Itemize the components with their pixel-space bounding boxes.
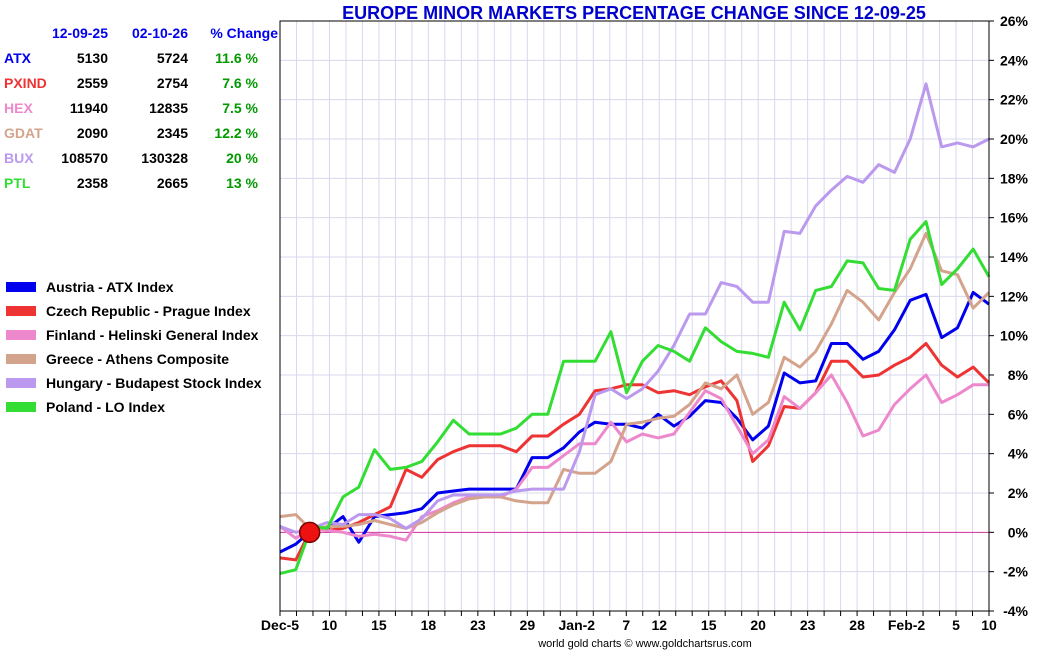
- table-end-value: 130328: [141, 150, 188, 166]
- plot-frame: [279, 20, 990, 612]
- summary-table: 12-09-25 02-10-26 % Change ATX 5130 5724 11…: [4, 25, 278, 191]
- x-axis: Dec-5 10 15 18 23 29 Jan-2 7 12 15 20 23 28 Feb-2 5 10: [261, 611, 997, 633]
- table-start-value: 2090: [77, 125, 108, 141]
- y-tick-label: 18%: [1000, 170, 1029, 186]
- x-tick-label: 7: [622, 617, 630, 633]
- y-tick-label: 6%: [1008, 406, 1029, 422]
- x-tick-label: 29: [520, 617, 536, 633]
- x-tick-label: 23: [800, 617, 816, 633]
- legend-swatch: [6, 330, 36, 340]
- chart-title: EUROPE MINOR MARKETS PERCENTAGE CHANGE S…: [342, 3, 926, 23]
- y-axis: -4% -2% 0% 2% 4% 6% 8% 10% 12% 14% 16% 18% 20% 22% 24%…: [989, 13, 1029, 619]
- table-code: HEX: [4, 100, 33, 116]
- x-tick-label: 23: [470, 617, 486, 633]
- table-header-end: 02-10-26: [132, 25, 188, 41]
- legend-swatch: [6, 306, 36, 316]
- table-row: GDAT 2090 2345 12.2 %: [4, 125, 259, 141]
- y-tick-label: 0%: [1008, 524, 1029, 540]
- table-start-value: 2559: [77, 75, 108, 91]
- table-pct-change: 13 %: [226, 175, 258, 191]
- y-tick-label: 2%: [1008, 485, 1029, 501]
- legend-item: Greece - Athens Composite: [6, 351, 229, 367]
- series-line-4: [279, 82, 990, 534]
- table-start-value: 2358: [77, 175, 108, 191]
- y-tick-label: 24%: [1000, 52, 1029, 68]
- series-line-1: [279, 342, 991, 562]
- table-code: ATX: [4, 50, 32, 66]
- x-tick-label: 15: [371, 617, 387, 633]
- table-pct-change: 11.6 %: [215, 50, 258, 66]
- legend-label: Hungary - Budapest Stock Index: [46, 375, 262, 391]
- legend-item: Hungary - Budapest Stock Index: [6, 375, 262, 391]
- y-tick-label: 16%: [1000, 210, 1029, 226]
- legend-label: Czech Republic - Prague Index: [46, 303, 251, 319]
- legend-label: Finland - Helinski General Index: [46, 327, 259, 343]
- y-tick-label: 14%: [1000, 249, 1029, 265]
- x-tick-label: Feb-2: [888, 617, 926, 633]
- table-pct-change: 12.2 %: [214, 125, 258, 141]
- table-row: HEX 11940 12835 7.5 %: [4, 100, 259, 116]
- x-tick-label: 28: [849, 617, 865, 633]
- series-lines: [279, 82, 991, 576]
- table-end-value: 5724: [157, 50, 188, 66]
- y-tick-label: 12%: [1000, 288, 1029, 304]
- series-line-5: [279, 220, 991, 576]
- table-code: PXIND: [4, 75, 47, 91]
- y-tick-label: -4%: [1003, 603, 1028, 619]
- table-row: PXIND 2559 2754 7.6 %: [4, 75, 259, 91]
- y-tick-label: 26%: [1000, 13, 1029, 29]
- table-code: BUX: [4, 150, 34, 166]
- legend-item: Finland - Helinski General Index: [6, 327, 259, 343]
- y-tick-label: 22%: [1000, 92, 1029, 108]
- y-tick-label: -2%: [1003, 564, 1028, 580]
- table-end-value: 2345: [157, 125, 188, 141]
- legend-item: Poland - LO Index: [6, 399, 165, 415]
- legend-swatch: [6, 354, 36, 364]
- table-end-value: 2754: [157, 75, 188, 91]
- x-tick-label: 15: [701, 617, 717, 633]
- legend-swatch: [6, 402, 36, 412]
- x-tick-label: 10: [322, 617, 338, 633]
- y-tick-label: 10%: [1000, 328, 1029, 344]
- table-header-start: 12-09-25: [52, 25, 108, 41]
- table-row: ATX 5130 5724 11.6 %: [4, 50, 259, 66]
- y-tick-label: 4%: [1008, 446, 1029, 462]
- x-tick-label: 12: [651, 617, 667, 633]
- table-start-value: 108570: [61, 150, 108, 166]
- x-tick-label: 20: [750, 617, 766, 633]
- x-tick-label: Dec-5: [261, 617, 299, 633]
- credit-text: world gold charts © www.goldchartsrus.co…: [537, 638, 752, 650]
- legend-item: Czech Republic - Prague Index: [6, 303, 251, 319]
- table-pct-change: 7.6 %: [222, 75, 258, 91]
- start-point-marker: [298, 521, 321, 544]
- table-start-value: 5130: [77, 50, 108, 66]
- table-code: GDAT: [4, 125, 43, 141]
- table-header-change: % Change: [210, 25, 278, 41]
- legend-label: Poland - LO Index: [46, 399, 165, 415]
- table-end-value: 2665: [157, 175, 188, 191]
- table-row: PTL 2358 2665 13 %: [4, 175, 259, 191]
- table-row: BUX 108570 130328 20 %: [4, 150, 259, 166]
- table-code: PTL: [4, 175, 31, 191]
- table-pct-change: 7.5 %: [222, 100, 258, 116]
- table-pct-change: 20 %: [226, 150, 258, 166]
- y-tick-label: 20%: [1000, 131, 1029, 147]
- y-tick-label: 8%: [1008, 367, 1029, 383]
- series-line-3: [279, 231, 991, 532]
- series-line-0: [279, 290, 990, 554]
- legend-label: Greece - Athens Composite: [46, 351, 229, 367]
- legend-item: Austria - ATX Index: [6, 279, 174, 295]
- x-tick-label: 18: [421, 617, 437, 633]
- table-start-value: 11940: [70, 100, 108, 116]
- legend-label: Austria - ATX Index: [46, 279, 174, 295]
- legend: Austria - ATX Index Czech Republic - Prag…: [6, 279, 262, 415]
- x-tick-label: 5: [952, 617, 960, 633]
- legend-swatch: [6, 282, 36, 292]
- x-tick-label: 10: [981, 617, 997, 633]
- legend-swatch: [6, 378, 36, 388]
- x-tick-label: Jan-2: [559, 617, 596, 633]
- series-line-2: [279, 373, 989, 542]
- table-end-value: 12835: [149, 100, 188, 116]
